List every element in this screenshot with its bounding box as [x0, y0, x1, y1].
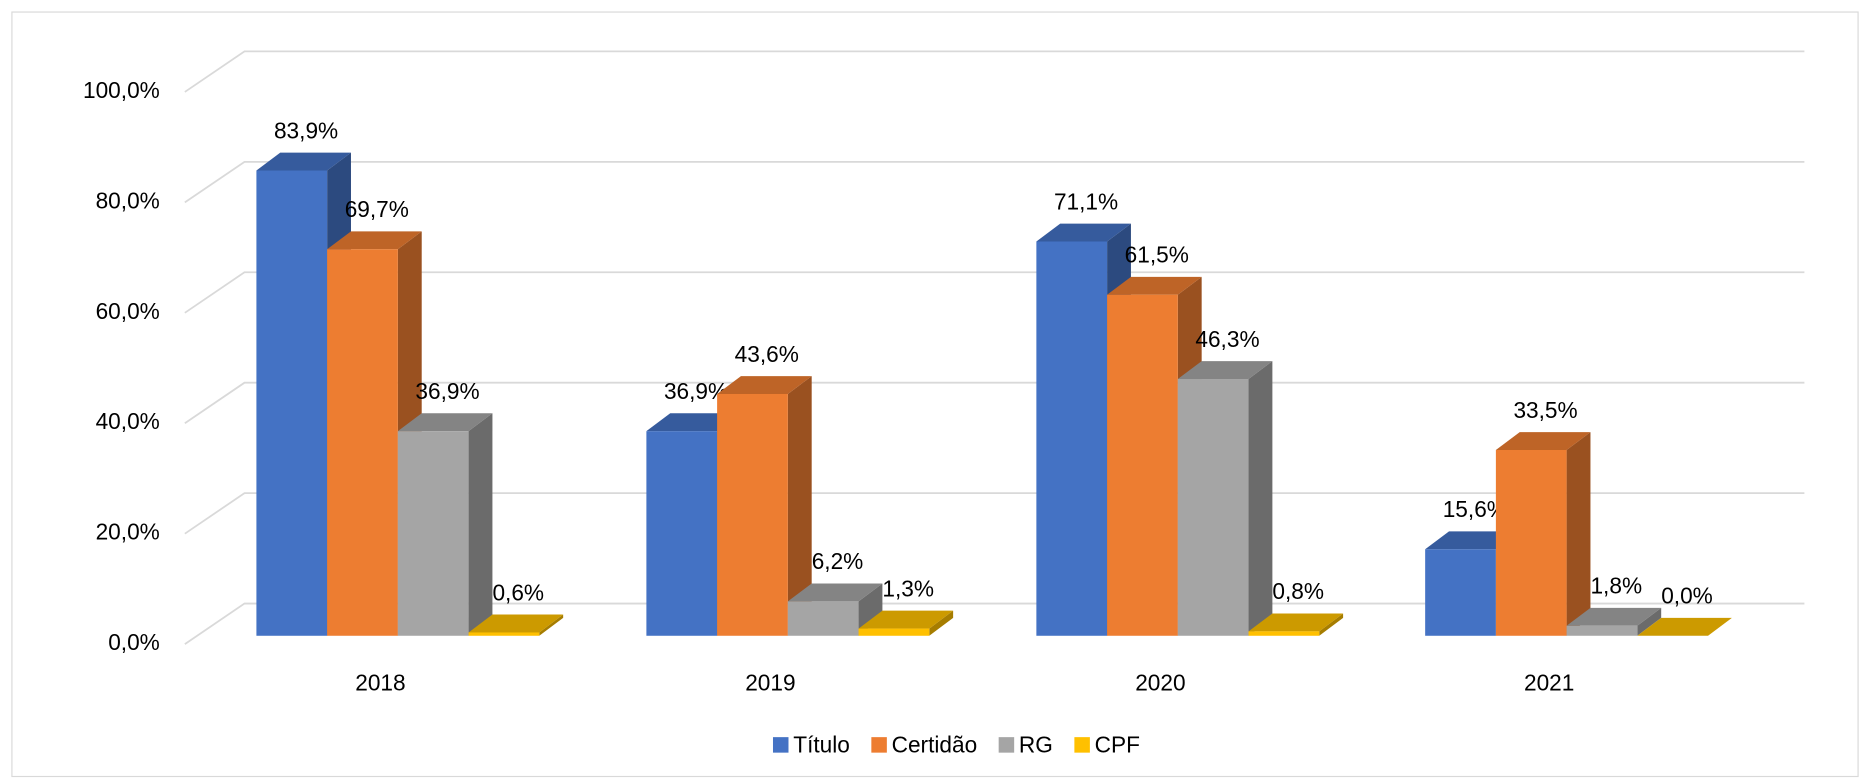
x-tick-label: 2021 — [1524, 670, 1574, 696]
value-label: 36,9% — [415, 378, 479, 404]
legend-label: RG — [1019, 732, 1053, 758]
bar-front — [468, 632, 540, 636]
bar-front — [787, 601, 859, 636]
bar — [468, 614, 564, 636]
legend: Título Certidão RG CPF — [772, 732, 1140, 758]
bar-top — [1107, 276, 1202, 295]
y-tick-label: 60,0% — [96, 298, 160, 324]
value-label: 46,3% — [1195, 326, 1259, 352]
bar-side — [539, 614, 564, 636]
bar-top — [256, 152, 351, 171]
x-tick-label: 2018 — [355, 670, 405, 696]
x-tick-label: 2020 — [1135, 670, 1185, 696]
bar-front — [1107, 294, 1178, 636]
y-tick-label: 0,0% — [108, 629, 160, 655]
grid-line — [184, 492, 1805, 535]
value-label: 0,0% — [1661, 583, 1713, 609]
bar-front — [397, 431, 469, 636]
legend-swatch — [871, 737, 887, 753]
bar-top — [468, 614, 564, 633]
bar-side — [1637, 607, 1662, 636]
bar — [1637, 617, 1732, 636]
bar-top — [787, 583, 883, 602]
grid-line — [184, 602, 1805, 645]
bar-side — [1248, 361, 1273, 636]
grid-line — [184, 381, 1805, 424]
bar-front — [1248, 631, 1320, 636]
bar — [787, 583, 883, 636]
value-label: 71,1% — [1054, 188, 1118, 214]
bar — [1566, 607, 1662, 636]
bar-top — [1036, 223, 1131, 242]
value-label: 1,8% — [1590, 573, 1642, 599]
bar-side — [858, 583, 883, 636]
bar — [397, 413, 493, 636]
y-tick-label: 80,0% — [96, 187, 160, 213]
legend-swatch — [998, 737, 1015, 753]
bar-top — [1248, 613, 1344, 632]
grid-line — [184, 160, 1805, 204]
bar-top — [327, 231, 422, 250]
value-label: 33,5% — [1513, 397, 1577, 423]
y-tick-label: 40,0% — [96, 408, 160, 434]
legend-swatch — [772, 737, 789, 753]
bar-front — [1566, 625, 1638, 636]
bar-top — [858, 610, 954, 629]
bar — [1495, 432, 1591, 636]
value-label: 6,2% — [812, 548, 864, 574]
bar-front — [1425, 549, 1496, 636]
bar-top — [1637, 617, 1732, 636]
bar — [858, 610, 954, 636]
x-tick-label: 2019 — [745, 670, 795, 696]
bar-front — [1177, 379, 1249, 636]
value-label: 0,8% — [1272, 578, 1324, 604]
bar-side — [929, 610, 954, 636]
grid-line — [184, 50, 1805, 93]
bar-side — [1319, 613, 1344, 636]
legend-label: Certidão — [892, 732, 978, 758]
bar-side — [1566, 432, 1591, 636]
legend-swatch — [1074, 737, 1090, 753]
bar-top — [1566, 607, 1662, 626]
bar-top — [1177, 361, 1273, 380]
y-tick-label: 100,0% — [83, 77, 160, 103]
legend-label: CPF — [1095, 732, 1140, 758]
bar — [1248, 613, 1344, 636]
bar-front — [858, 628, 930, 636]
value-label: 69,7% — [345, 196, 409, 222]
bar-front — [1495, 449, 1567, 636]
bar-side — [787, 376, 812, 636]
bar-front — [717, 393, 788, 636]
bar-top — [1495, 432, 1591, 450]
legend-label: Título — [793, 732, 850, 758]
y-tick-label: 20,0% — [96, 519, 160, 545]
bar-top — [717, 376, 812, 394]
value-label: 83,9% — [274, 117, 338, 143]
bar-side — [468, 413, 493, 636]
value-label: 1,3% — [882, 575, 934, 601]
value-label: 43,6% — [735, 341, 799, 367]
bar-front — [1036, 241, 1108, 636]
bar-front — [256, 170, 328, 636]
value-label: 61,5% — [1125, 242, 1189, 268]
grid-line — [184, 271, 1805, 314]
bar — [717, 376, 812, 636]
value-label: 0,6% — [492, 579, 544, 605]
bar-front — [327, 249, 398, 636]
bar-front — [646, 431, 718, 636]
bar — [1177, 361, 1273, 636]
bar-top — [397, 413, 493, 432]
